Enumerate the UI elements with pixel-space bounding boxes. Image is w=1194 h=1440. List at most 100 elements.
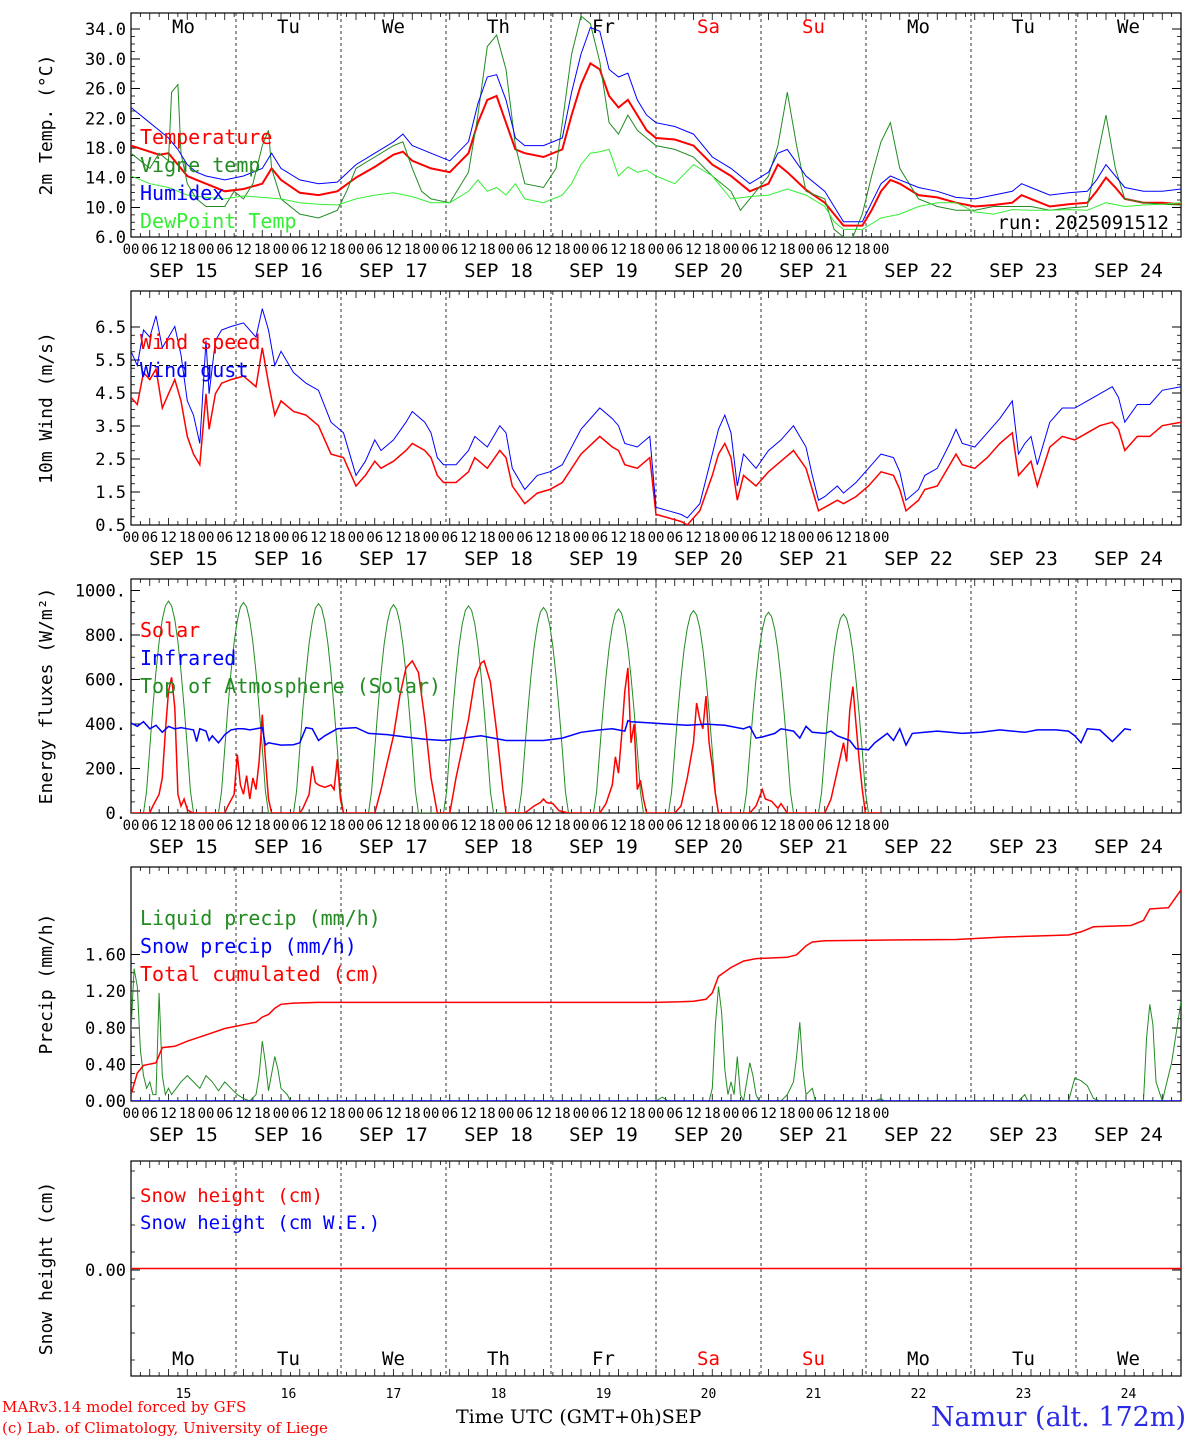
hour-tick-label: 18: [179, 242, 196, 258]
legend-entry: Snow height (cm W.E.): [140, 1212, 380, 1234]
hour-tick-label: 06: [516, 530, 533, 546]
series-dewpoint-temp: [131, 148, 1181, 230]
hour-tick-label: 06: [216, 818, 233, 834]
day-number-label: 16: [281, 1387, 297, 1402]
y-axis-title: 10m Wind (m/s): [36, 332, 57, 484]
y-tick-label: 1.20: [85, 982, 126, 1002]
hour-tick-label: 00: [123, 818, 140, 834]
series-infrared: [131, 719, 1132, 751]
hour-tick-label: 00: [723, 1106, 740, 1122]
hour-tick-label: 18: [779, 1106, 796, 1122]
plot-area: [131, 15, 1181, 237]
hour-tick-label: 00: [423, 818, 440, 834]
date-label: SEP 16: [254, 1124, 323, 1146]
hour-tick-label: 00: [723, 530, 740, 546]
weekday-label-top: Su: [802, 16, 825, 38]
y-tick-label: 4.5: [95, 384, 126, 404]
hour-tick-label: 06: [666, 242, 683, 258]
date-label: SEP 20: [674, 1124, 743, 1146]
x-axis-title: Time UTC (GMT+0h)SEP: [456, 1406, 701, 1428]
weekday-label-bottom: Su: [802, 1348, 825, 1370]
hour-tick-label: 18: [404, 1106, 421, 1122]
panel-5: 0.00 Snow height (cm) Snow height (cm) Snow…: [36, 1160, 1182, 1377]
hour-tick-label: 00: [498, 1106, 515, 1122]
day-number-label: 19: [596, 1387, 612, 1402]
series-temperature: [131, 61, 1181, 227]
hour-tick-label: 12: [835, 818, 852, 834]
hour-tick-label: 18: [479, 818, 496, 834]
date-label: SEP 15: [149, 836, 218, 858]
y-tick-label: 34.0: [85, 20, 126, 40]
legend-entry: Snow height (cm): [140, 1185, 323, 1207]
hour-tick-label: 00: [273, 242, 290, 258]
hour-tick-label: 18: [554, 242, 571, 258]
hour-tick-label: 18: [179, 1106, 196, 1122]
hour-tick-label: 12: [235, 242, 252, 258]
y-tick-label: 1.5: [95, 483, 126, 503]
hour-tick-label: 12: [685, 1106, 702, 1122]
hour-tick-label: 12: [235, 818, 252, 834]
hour-tick-label: 00: [873, 818, 890, 834]
legend-entry: Total cumulated (cm): [140, 962, 381, 986]
hour-tick-label: 12: [310, 242, 327, 258]
legend-entry: DewPoint Temp: [140, 209, 297, 233]
hour-tick-label: 06: [591, 1106, 608, 1122]
hour-tick-label: 06: [816, 818, 833, 834]
day-number-label: 22: [911, 1387, 927, 1402]
hour-tick-label: 06: [216, 530, 233, 546]
date-label: SEP 16: [254, 548, 323, 570]
hour-tick-label: 12: [535, 818, 552, 834]
day-number-label: 17: [386, 1387, 402, 1402]
hour-tick-label: 18: [704, 530, 721, 546]
hour-tick-label: 06: [666, 530, 683, 546]
day-number-label: 24: [1121, 1387, 1137, 1402]
date-label: SEP 23: [989, 548, 1058, 570]
hour-tick-label: 06: [591, 818, 608, 834]
hour-tick-label: 00: [348, 242, 365, 258]
y-tick-label: 6.5: [95, 318, 126, 338]
hour-tick-label: 12: [310, 818, 327, 834]
hour-tick-label: 06: [366, 1106, 383, 1122]
series-humidex: [131, 26, 1181, 223]
hour-tick-label: 06: [741, 242, 758, 258]
date-label: SEP 15: [149, 260, 218, 282]
hour-tick-label: 12: [160, 530, 177, 546]
hour-tick-label: 18: [554, 818, 571, 834]
hour-tick-label: 18: [329, 530, 346, 546]
station-label: Namur (alt. 172m): [930, 1402, 1186, 1433]
hour-tick-label: 12: [760, 1106, 777, 1122]
series-wind-speed: [131, 347, 1181, 525]
hour-tick-label: 12: [760, 242, 777, 258]
date-label: SEP 22: [884, 548, 953, 570]
date-label: SEP 21: [779, 1124, 848, 1146]
series-liquid-precip-mm-h-: [131, 968, 1181, 1101]
hour-tick-label: 06: [366, 530, 383, 546]
hour-tick-label: 06: [291, 1106, 308, 1122]
y-tick-label: 600.: [85, 671, 126, 691]
hour-tick-label: 00: [873, 242, 890, 258]
weekday-label-bottom: Mo: [907, 1348, 930, 1370]
hour-tick-label: 12: [685, 530, 702, 546]
hour-tick-label: 12: [235, 530, 252, 546]
hour-tick-label: 18: [704, 242, 721, 258]
hour-tick-label: 18: [629, 530, 646, 546]
hour-tick-label: 12: [160, 1106, 177, 1122]
date-label: SEP 18: [464, 836, 533, 858]
model-credit: MARv3.14 model forced by GFS: [2, 1398, 247, 1416]
hour-tick-label: 06: [441, 818, 458, 834]
date-label: SEP 24: [1094, 836, 1163, 858]
hour-tick-label: 18: [329, 818, 346, 834]
date-label: SEP 16: [254, 260, 323, 282]
hour-tick-label: 18: [554, 1106, 571, 1122]
hour-tick-label: 12: [460, 1106, 477, 1122]
y-tick-label: 14.0: [85, 169, 126, 189]
y-tick-label: 26.0: [85, 80, 126, 100]
y-tick-label: 6.0: [95, 228, 126, 248]
hour-tick-label: 06: [216, 1106, 233, 1122]
hour-tick-label: 12: [685, 242, 702, 258]
hour-tick-label: 00: [498, 242, 515, 258]
date-label: SEP 20: [674, 548, 743, 570]
hour-tick-label: 18: [179, 530, 196, 546]
hour-tick-label: 00: [348, 530, 365, 546]
hour-tick-label: 06: [216, 242, 233, 258]
